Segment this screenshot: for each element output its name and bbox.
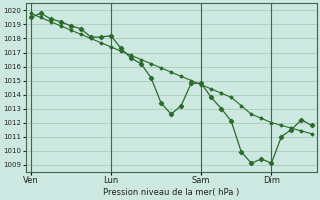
X-axis label: Pression niveau de la mer( hPa ): Pression niveau de la mer( hPa )	[103, 188, 239, 197]
